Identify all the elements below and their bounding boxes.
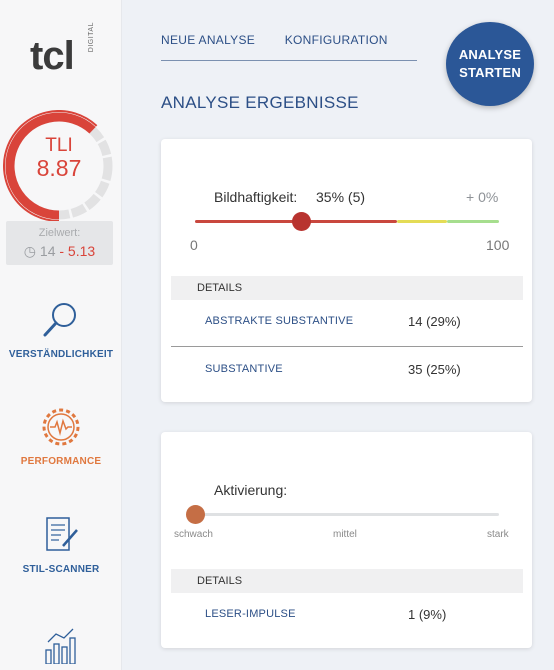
row-value: 14 (29%) [408, 314, 461, 329]
slider-track [195, 513, 499, 516]
logo-subtext: DIGITAL [88, 22, 95, 53]
target-value-box: Zielwert: ◷ 14 - 5.13 [6, 221, 113, 265]
track-green-segment [447, 220, 499, 223]
tcl-logo[interactable]: tcl DIGITAL [30, 22, 100, 78]
nav-performance[interactable]: PERFORMANCE [0, 407, 122, 467]
row-value: 1 (9%) [408, 607, 447, 622]
start-button-line1: ANALYSE [458, 47, 522, 63]
scale-max: 100 [486, 237, 510, 253]
target-label: Zielwert: [38, 227, 81, 239]
nav-statistics[interactable] [0, 624, 122, 669]
start-button-line2: STARTEN [459, 65, 521, 80]
target-high: - 5.13 [59, 243, 96, 259]
tli-label: TLI [45, 135, 73, 156]
timer-icon: ◷ [23, 243, 37, 259]
sidebar: tcl DIGITAL TLI 8.87 Zielwert: ◷ 14 - 5.… [0, 0, 122, 670]
top-nav: NEUE ANALYSE KONFIGURATION [161, 33, 414, 47]
page-title: ANALYSE ERGEBNISSE [161, 93, 359, 112]
slider-handle[interactable] [185, 505, 205, 524]
row-divider [171, 346, 523, 347]
details-header: DETAILS [171, 569, 523, 593]
target-low: 14 [39, 243, 56, 259]
tli-value: 8.87 [36, 155, 82, 181]
metric-delta: + 0% [466, 189, 499, 205]
magnifier-icon [43, 303, 76, 337]
logo-text: tcl [30, 34, 75, 78]
nav-label: STIL-SCANNER [22, 564, 100, 575]
table-row[interactable]: SUBSTANTIVE 35 (25%) [171, 351, 523, 391]
metric-label: Bildhaftigkeit: [214, 189, 298, 205]
tli-gauge [3, 110, 113, 222]
scale-min: 0 [190, 237, 198, 253]
nav-label: VERSTÄNDLICHKEIT [8, 349, 114, 360]
details-header: DETAILS [171, 276, 523, 300]
imagery-card: Bildhaftigkeit: 35% (5) + 0% 0 100 DETAI… [161, 139, 532, 402]
scale-high: stark [487, 529, 509, 540]
row-name[interactable]: LESER-IMPULSE [205, 608, 296, 620]
row-name[interactable]: SUBSTANTIVE [205, 363, 283, 375]
metric-value: 35% (5) [316, 189, 366, 205]
nav-label: PERFORMANCE [20, 456, 102, 467]
top-nav-divider [161, 60, 417, 61]
nav-verstaendlichkeit[interactable]: VERSTÄNDLICHKEIT [0, 300, 122, 360]
metric-label: Aktivierung: [214, 482, 288, 498]
activation-card: Aktivierung: schwach mittel stark DETAIL… [161, 432, 532, 648]
bar-chart-icon [45, 628, 76, 665]
table-row[interactable]: ABSTRAKTE SUBSTANTIVE 14 (29%) [171, 303, 523, 343]
target-range: ◷ 14 - 5.13 [6, 243, 113, 260]
tab-konfiguration[interactable]: KONFIGURATION [284, 33, 388, 47]
scale-mid: mittel [333, 529, 357, 540]
row-name[interactable]: ABSTRAKTE SUBSTANTIVE [205, 315, 354, 327]
start-analysis-button[interactable]: ANALYSE STARTEN [446, 22, 534, 106]
slider-handle[interactable] [291, 212, 311, 231]
table-row[interactable]: LESER-IMPULSE 1 (9%) [171, 596, 523, 636]
scale-low: schwach [174, 529, 213, 540]
nav-stil-scanner[interactable]: STIL-SCANNER [0, 515, 122, 575]
tab-neue-analyse[interactable]: NEUE ANALYSE [161, 33, 256, 47]
gear-pulse-icon [42, 408, 80, 446]
document-pen-icon [46, 517, 78, 551]
track-yellow-segment [397, 220, 447, 223]
row-value: 35 (25%) [408, 362, 461, 377]
